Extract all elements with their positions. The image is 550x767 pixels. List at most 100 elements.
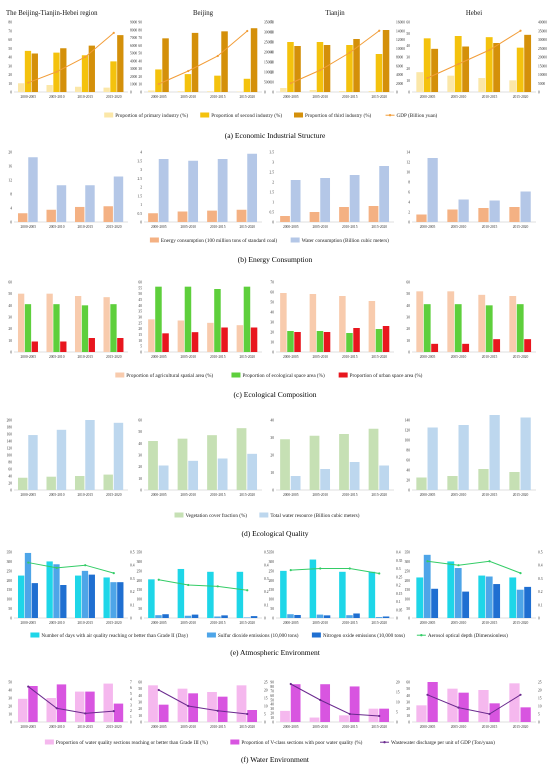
bar-f2-s1-1 xyxy=(188,693,199,722)
x-tick-label: 2000-2005 xyxy=(20,355,36,359)
bar-c3-s2-0 xyxy=(294,332,301,352)
y2-tick-label: 14000 xyxy=(396,29,405,33)
legend-swatch xyxy=(44,739,54,745)
bar-d4-s1-0 xyxy=(427,427,438,490)
bar-e3-s0-0 xyxy=(280,570,287,618)
y-tick-label: 10 xyxy=(270,81,274,85)
bar-f4-s0-0 xyxy=(416,705,427,722)
line-point-a3-1 xyxy=(319,69,322,72)
y-tick-label: 10 xyxy=(406,171,410,175)
bar-b2-s1-1 xyxy=(188,160,199,222)
y2-tick-label: 7000 xyxy=(130,36,137,40)
y-tick-label: 6 xyxy=(408,191,410,195)
bar-c3-s1-2 xyxy=(346,333,353,352)
y-tick-label: 120 xyxy=(7,447,13,451)
legend-swatch xyxy=(230,739,240,745)
y-tick-label: 50 xyxy=(138,607,142,611)
x-tick-label: 2015-2020 xyxy=(106,225,122,229)
y-tick-label: 10 xyxy=(406,79,410,83)
line-point-f4-2 xyxy=(488,712,491,716)
bar-d4-s1-3 xyxy=(520,417,531,490)
bar-a2-s2-1 xyxy=(191,32,199,92)
bar-b2-s0-2 xyxy=(207,210,217,222)
y2-tick-label: 5 xyxy=(264,713,266,717)
bar-c1-s2-0 xyxy=(31,341,38,352)
y-tick-label: 20 xyxy=(270,71,274,75)
y-tick-label: 150 xyxy=(405,588,411,592)
bar-a4-s2-3 xyxy=(524,34,532,92)
bar-e1-s2-2 xyxy=(88,574,95,618)
legend-marker xyxy=(383,741,386,744)
bar-e3-s2-2 xyxy=(353,613,360,618)
bar-a2-s1-0 xyxy=(155,69,162,92)
bar-c3-s2-2 xyxy=(353,328,360,352)
line-point-e3-0 xyxy=(289,569,292,572)
y-tick-label: 50 xyxy=(406,607,410,611)
bar-e3-s1-0 xyxy=(287,614,294,618)
bar-a2-s1-3 xyxy=(243,78,251,92)
y-tick-label: 60 xyxy=(406,21,410,25)
y-tick-label: 60 xyxy=(8,468,12,472)
line-point-e3-3 xyxy=(378,572,381,575)
y-tick-label: 10 xyxy=(270,716,274,720)
caption-ecological-composition: (c) Ecological Composition xyxy=(234,390,317,399)
y-tick-label: 30 xyxy=(8,316,12,320)
x-tick-label: 2000-2005 xyxy=(283,95,299,99)
chart-e4: 0 50 100 150 200 250 300 350 2000-2005 2005-2010 2… xyxy=(405,551,543,626)
y-tick-label: 0 xyxy=(272,617,274,621)
x-tick-label: 2015-2020 xyxy=(371,225,387,229)
y2-tick-label: 15 xyxy=(538,697,542,701)
line-e3 xyxy=(290,568,380,574)
chart-d3: 0 10 20 30 40 2000-2005 2005-2010 2010-2015 2015… xyxy=(270,419,394,497)
y-tick-label: 350 xyxy=(137,551,143,555)
bar-e2-s2-1 xyxy=(191,614,199,618)
y-tick-label: 0 xyxy=(140,91,142,95)
y2-tick-label: 5 xyxy=(396,711,398,715)
bar-e2-s1-1 xyxy=(184,615,192,618)
bar-e2-s2-2 xyxy=(221,615,228,618)
y-tick-label: 100 xyxy=(405,598,411,602)
y-tick-label: 200 xyxy=(405,579,411,583)
chart-a3: 0 10 20 30 40 50 60 70 2000-2005 2005-2010 2010-20… xyxy=(270,10,405,99)
bar-b4-s0-0 xyxy=(416,214,427,222)
y2-tick-label: 0.05 xyxy=(396,608,402,612)
bar-d2-s1-0 xyxy=(158,465,169,490)
bar-a3-s2-1 xyxy=(323,45,331,92)
y-tick-label: 3 xyxy=(272,161,274,165)
bar-f1-s0-2 xyxy=(74,691,85,722)
y-tick-label: 30 xyxy=(138,454,142,458)
y2-tick-label: 9000 xyxy=(130,21,137,25)
y-tick-label: 100 xyxy=(7,454,13,458)
line-point-e1-3 xyxy=(112,572,115,575)
y-tick-label: 250 xyxy=(405,569,411,573)
x-tick-label: 2000-2005 xyxy=(20,725,36,729)
bar-c2-s2-3 xyxy=(250,327,258,352)
y2-tick-label: 5 xyxy=(538,713,540,717)
bar-c4-s0-2 xyxy=(478,294,486,352)
bar-b3-s0-1 xyxy=(309,212,320,222)
bar-b4-s1-1 xyxy=(458,199,469,222)
x-tick-label: 2010-2015 xyxy=(342,493,358,497)
x-tick-label: 2005-2010 xyxy=(312,621,328,625)
y-tick-label: 55 xyxy=(138,286,142,290)
x-tick-label: 2010-2015 xyxy=(77,355,93,359)
y-tick-label: 50 xyxy=(8,292,12,296)
bar-b2-s0-0 xyxy=(148,213,158,222)
bar-c3-s2-3 xyxy=(382,326,390,352)
x-tick-label: 2010-2015 xyxy=(210,225,226,229)
bar-c4-s1-2 xyxy=(485,305,493,352)
line-point-f2-1 xyxy=(187,704,190,708)
line-point-f3-3 xyxy=(378,714,381,718)
bar-d2-s1-3 xyxy=(247,453,258,490)
x-tick-label: 2015-2020 xyxy=(106,725,122,729)
y-tick-label: 20 xyxy=(406,327,410,331)
bar-c2-s0-3 xyxy=(236,325,244,352)
bar-d1-s1-0 xyxy=(28,435,38,490)
x-tick-label: 2015-2020 xyxy=(371,95,387,99)
line-f2 xyxy=(158,689,248,715)
y2-tick-label: 6000 xyxy=(130,44,137,48)
y2-tick-label: 35000 xyxy=(264,21,273,25)
x-tick-label: 2015-2020 xyxy=(106,95,122,99)
y2-tick-label: 25000 xyxy=(538,47,547,51)
legend-label: Vegetation cover fraction (%) xyxy=(186,512,248,519)
